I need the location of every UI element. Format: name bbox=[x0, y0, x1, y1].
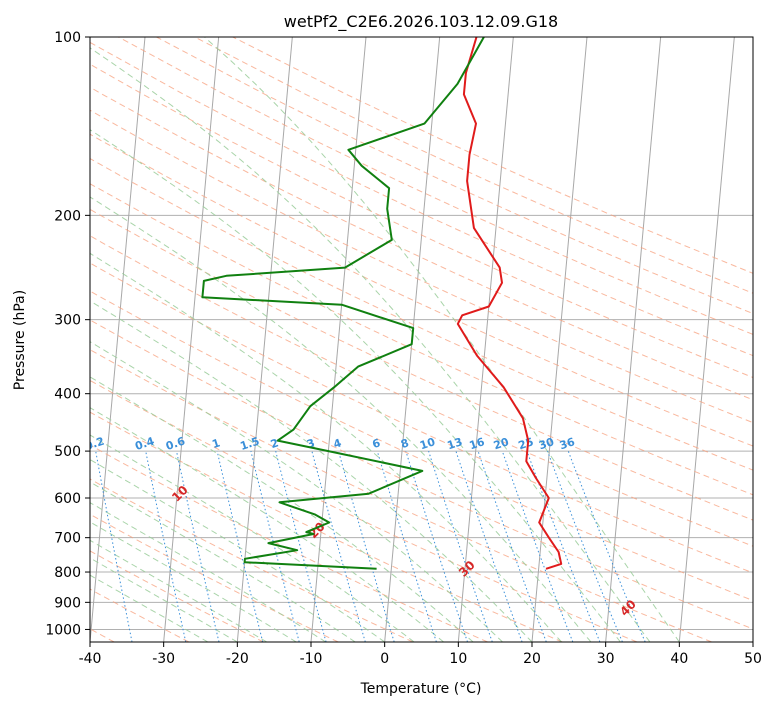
x-tick-label: 0 bbox=[380, 651, 389, 667]
x-axis-label: Temperature (°C) bbox=[360, 681, 482, 697]
chart-title: wetPf2_C2E6.2026.103.12.09.G18 bbox=[284, 12, 558, 32]
x-tick-label: 20 bbox=[523, 651, 541, 667]
y-axis-label: Pressure (hPa) bbox=[12, 290, 28, 390]
x-tick-label: 40 bbox=[670, 651, 688, 667]
x-tick-label: -40 bbox=[79, 651, 102, 667]
x-tick-label: 10 bbox=[449, 651, 467, 667]
y-tick-label: 1000 bbox=[45, 622, 81, 638]
y-tick-label: 200 bbox=[54, 208, 81, 224]
x-tick-label: -20 bbox=[226, 651, 249, 667]
y-tick-label: 300 bbox=[54, 313, 81, 329]
x-tick-label: 30 bbox=[597, 651, 615, 667]
y-tick-label: 500 bbox=[54, 444, 81, 460]
x-tick-label: -30 bbox=[152, 651, 175, 667]
y-tick-label: 400 bbox=[54, 387, 81, 403]
x-tick-label: 50 bbox=[744, 651, 762, 667]
y-tick-label: 900 bbox=[54, 595, 81, 611]
y-tick-label: 700 bbox=[54, 531, 81, 547]
y-tick-label: 800 bbox=[54, 565, 81, 581]
x-tick-label: -10 bbox=[300, 651, 323, 667]
y-tick-label: 600 bbox=[54, 491, 81, 507]
y-tick-label: 100 bbox=[54, 30, 81, 46]
